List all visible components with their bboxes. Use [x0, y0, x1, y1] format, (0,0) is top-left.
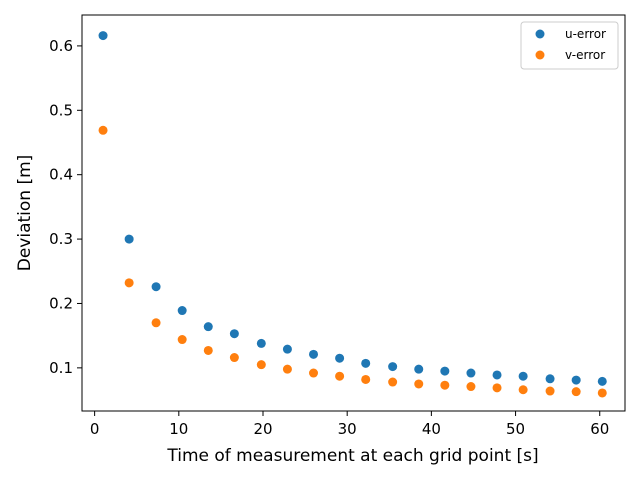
v-error-point	[282, 364, 292, 374]
v-error-point	[229, 353, 239, 363]
legend-label-u-error: u-error	[565, 27, 606, 41]
v-error-point	[177, 335, 187, 345]
legend-label-v-error: v-error	[565, 48, 605, 62]
y-tick-label: 0.3	[49, 230, 73, 248]
x-tick-label: 30	[338, 420, 357, 438]
x-tick-label: 20	[253, 420, 272, 438]
y-tick-label: 0.5	[49, 101, 73, 119]
u-error-point	[492, 370, 502, 380]
v-error-point	[203, 345, 213, 355]
v-error-point	[440, 380, 450, 390]
x-tick-label: 0	[90, 420, 100, 438]
u-error-point	[151, 282, 161, 292]
v-error-point	[151, 318, 161, 328]
v-error-point	[309, 368, 319, 378]
y-tick-label: 0.6	[49, 37, 73, 55]
v-error-point	[414, 379, 424, 389]
v-error-point	[597, 388, 607, 398]
y-tick-label: 0.4	[49, 166, 73, 184]
y-tick-label: 0.2	[49, 294, 73, 312]
x-tick-label: 10	[169, 420, 188, 438]
x-tick-label: 60	[590, 420, 609, 438]
v-error-point	[256, 360, 266, 370]
x-axis-label: Time of measurement at each grid point […	[166, 446, 538, 466]
u-error-point	[335, 353, 345, 363]
u-error-point	[256, 338, 266, 348]
plot-area	[98, 31, 607, 398]
u-error-point	[414, 364, 424, 374]
u-error-point	[466, 368, 476, 378]
u-error-point	[282, 344, 292, 354]
series-u-error	[98, 31, 607, 386]
u-error-point	[571, 375, 581, 385]
y-tick-label: 0.1	[49, 359, 73, 377]
legend: u-error v-error	[520, 21, 619, 70]
v-error-point	[466, 382, 476, 392]
u-error-point	[440, 366, 450, 376]
x-tick-label: 50	[506, 420, 525, 438]
x-tick-label: 40	[422, 420, 441, 438]
u-error-point	[177, 306, 187, 316]
y-axis: 0.1 0.2 0.3 0.4 0.5 0.6	[49, 37, 82, 377]
u-error-point	[518, 371, 528, 381]
v-error-point	[545, 386, 555, 396]
v-error-point	[571, 387, 581, 397]
u-error-point	[309, 349, 319, 359]
y-axis-label: Deviation [m]	[15, 155, 35, 272]
u-error-point	[98, 31, 108, 41]
v-error-point	[492, 383, 502, 393]
v-error-point	[335, 371, 345, 381]
series-v-error	[98, 125, 607, 398]
u-error-point	[545, 374, 555, 384]
v-error-point	[388, 377, 398, 387]
legend-marker-v-error	[535, 50, 545, 60]
legend-box	[520, 21, 619, 70]
legend-marker-u-error	[535, 29, 545, 39]
u-error-point	[361, 358, 371, 368]
u-error-point	[597, 376, 607, 386]
v-error-point	[98, 125, 108, 135]
axes-frame	[81, 14, 626, 412]
v-error-point	[518, 385, 528, 395]
u-error-point	[203, 322, 213, 332]
u-error-point	[388, 362, 398, 372]
u-error-point	[124, 234, 134, 244]
v-error-point	[361, 374, 371, 384]
u-error-point	[229, 329, 239, 339]
v-error-point	[124, 278, 134, 288]
x-axis: 0 10 20 30 40 50 60	[90, 411, 609, 438]
